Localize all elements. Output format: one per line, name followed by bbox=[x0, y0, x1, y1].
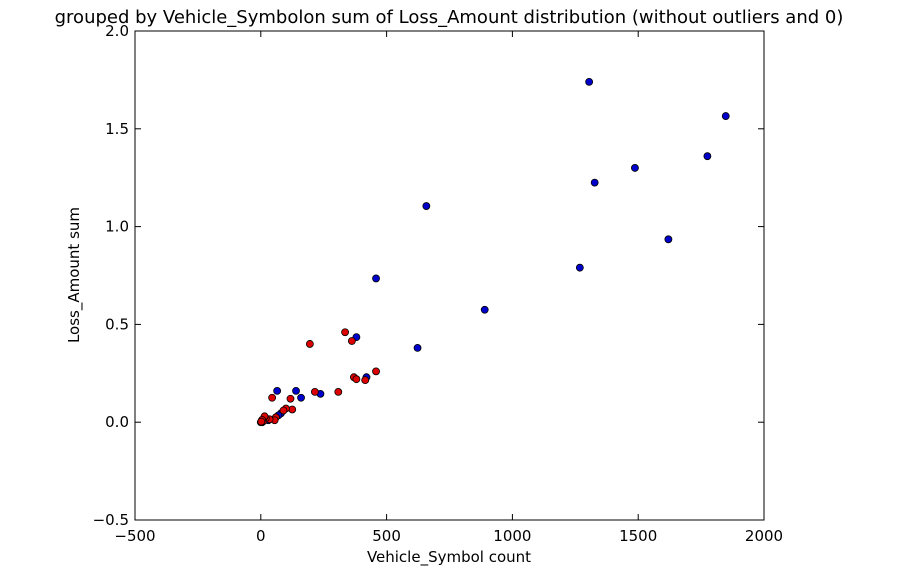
x-tick-label: 1000 bbox=[493, 527, 531, 545]
x-tick-label: 2000 bbox=[745, 527, 783, 545]
data-point-series-1 bbox=[273, 387, 282, 395]
x-axis-ticks: −500 0 500 1000 1500 2000 bbox=[114, 31, 783, 545]
data-point-series-1 bbox=[585, 77, 594, 86]
data-point-series-2 bbox=[257, 417, 266, 426]
y-tick-label: 0.0 bbox=[105, 413, 129, 431]
data-point-series-2 bbox=[288, 405, 297, 414]
y-tick-label: 2.0 bbox=[105, 22, 129, 40]
x-tick-label: 500 bbox=[372, 527, 401, 545]
y-tick-label: −0.5 bbox=[93, 511, 129, 529]
data-point-series-1 bbox=[721, 112, 730, 120]
data-points bbox=[256, 77, 730, 427]
plot-frame bbox=[134, 30, 765, 521]
y-axis-ticks: −0.5 0.0 0.5 1.0 1.5 2.0 bbox=[93, 22, 764, 529]
data-point-series-2 bbox=[286, 394, 295, 403]
data-point-series-1 bbox=[372, 274, 380, 283]
data-point-series-1 bbox=[590, 178, 599, 187]
chart-title: grouped by Vehicle_Symbolon sum of Loss_… bbox=[55, 7, 844, 28]
data-point-series-2 bbox=[372, 367, 380, 376]
data-point-series-1 bbox=[292, 387, 300, 395]
plot-area: −500 0 500 1000 1500 2000 −0.5 0.0 0.5 1.0 1.5 2.0 bbox=[93, 22, 784, 545]
data-point-series-2 bbox=[347, 337, 356, 345]
data-point-series-2 bbox=[310, 387, 319, 396]
data-point-series-2 bbox=[341, 328, 349, 337]
data-point-series-2 bbox=[334, 387, 343, 396]
data-point-series-2 bbox=[268, 393, 277, 402]
data-point-series-2 bbox=[305, 340, 314, 348]
data-point-series-1 bbox=[703, 152, 712, 161]
data-point-series-1 bbox=[631, 164, 639, 172]
y-tick-label: 1.5 bbox=[105, 120, 129, 138]
data-point-series-2 bbox=[279, 406, 288, 415]
data-point-series-1 bbox=[575, 263, 584, 272]
x-tick-label: 0 bbox=[256, 527, 266, 545]
x-axis-label: Vehicle_Symbol count bbox=[367, 548, 531, 567]
data-point-series-1 bbox=[480, 305, 489, 314]
data-point-series-2 bbox=[361, 376, 370, 385]
x-tick-label: −500 bbox=[114, 527, 155, 545]
data-point-series-2 bbox=[352, 375, 361, 384]
data-point-series-1 bbox=[413, 343, 422, 352]
y-axis-label: Loss_Amount sum bbox=[65, 207, 84, 343]
data-point-series-1 bbox=[664, 235, 673, 244]
data-point-series-1 bbox=[422, 202, 431, 210]
y-tick-label: 1.0 bbox=[105, 218, 129, 236]
x-tick-label: 1500 bbox=[619, 527, 657, 545]
y-tick-label: 0.5 bbox=[105, 315, 129, 333]
data-point-series-1 bbox=[297, 393, 305, 402]
